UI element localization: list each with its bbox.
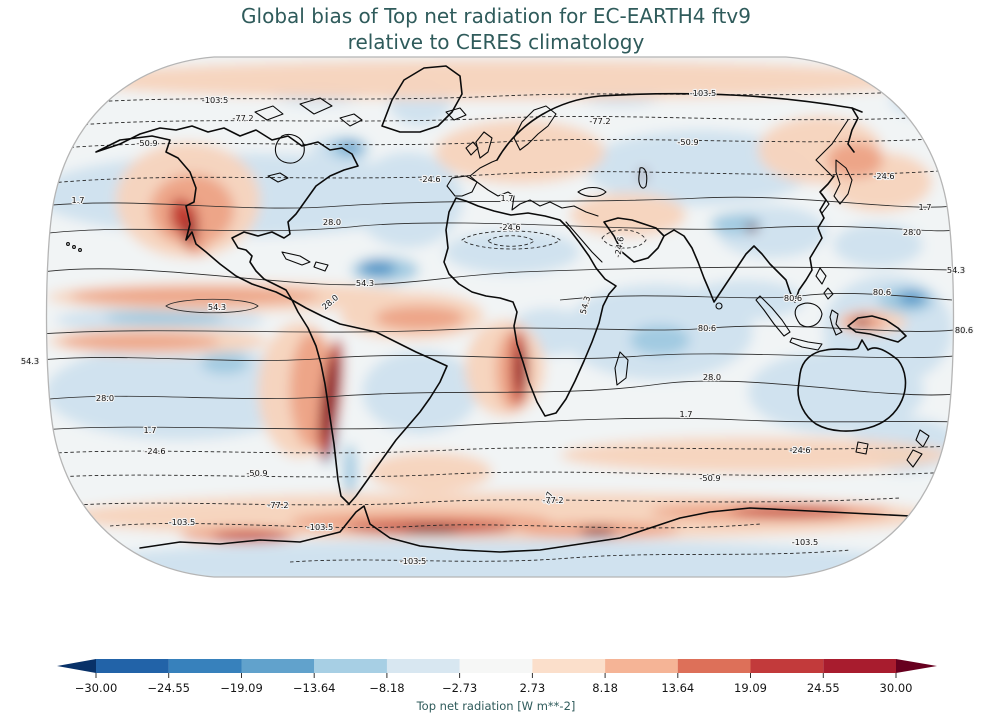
contour-label: 28.0 xyxy=(903,227,921,237)
contour-label: 1.7 xyxy=(679,409,692,419)
contour-label: -50.9 xyxy=(677,137,698,147)
contour-labels: -103.5 -103.5 -77.2 -77.2 -50.9 -50.9 -2… xyxy=(20,87,974,567)
contour-label: -24.6 xyxy=(612,236,626,259)
contour-label: -77.2 xyxy=(542,495,563,505)
contour-label: -103.5 xyxy=(690,88,716,98)
colorbar-segment xyxy=(532,659,606,673)
contour-label: 80.6 xyxy=(873,287,891,297)
colorbar-tick: −19.09 xyxy=(220,681,263,695)
contour-label: 28.0 xyxy=(96,393,114,403)
colorbar-tick: 19.09 xyxy=(734,681,767,695)
contour-label: -77.2 xyxy=(589,116,610,126)
colorbar-extend-left xyxy=(57,659,96,673)
contour-label: 1.7 xyxy=(500,193,513,203)
contour-label: 54.3 xyxy=(947,265,965,275)
contour-label: -50.9 xyxy=(136,138,157,148)
colorbar-label: Top net radiation [W m**-2] xyxy=(416,699,576,713)
colorbar-segment xyxy=(605,659,678,673)
contour-label: -24.6 xyxy=(144,446,165,456)
contour-label: 80.6 xyxy=(698,323,716,333)
contour-label: -103.5 xyxy=(400,556,426,566)
contour-label: 80.6 xyxy=(784,293,802,303)
colorbar-segment xyxy=(386,659,460,673)
contour-label: 28.0 xyxy=(703,372,721,382)
colorbar-tick-labels: −30.00 −24.55 −19.09 −13.64 −8.18 −2.73 … xyxy=(75,681,913,695)
contour-label: 80.6 xyxy=(955,325,973,335)
title-line-2: relative to CERES climatology xyxy=(347,30,645,55)
bias-field xyxy=(46,57,954,577)
colorbar-tick: 13.64 xyxy=(661,681,694,695)
colorbar-tick: −24.55 xyxy=(147,681,190,695)
contour-label: -77.2 xyxy=(232,113,253,123)
colorbar-segment xyxy=(96,659,169,673)
contour-label: 28.0 xyxy=(323,217,341,227)
contour-label: 54.3 xyxy=(356,278,374,288)
contour-label: 1.7 xyxy=(918,202,931,212)
contour-label: -24.6 xyxy=(499,222,520,232)
colorbar-tick: 8.18 xyxy=(592,681,618,695)
contour-label: -103.5 xyxy=(792,537,818,547)
contour-label: -50.9 xyxy=(699,473,720,483)
contour-label: 1.7 xyxy=(143,425,156,435)
colorbar-tick: −8.18 xyxy=(369,681,404,695)
colorbar-tick: −30.00 xyxy=(75,681,118,695)
projection-boundary xyxy=(45,56,955,578)
colorbar-tick: 2.73 xyxy=(520,681,546,695)
contour-label: -50.9 xyxy=(246,468,267,478)
colorbar-tick: 24.55 xyxy=(807,681,840,695)
colorbar-segment xyxy=(314,659,387,673)
contour-label: -24.6 xyxy=(873,171,894,181)
contour-label: 54.3 xyxy=(21,356,39,366)
colorbar-extend-right xyxy=(896,659,937,673)
colorbar-segment xyxy=(459,659,533,673)
contour-label: -77.2 xyxy=(267,500,288,510)
figure-title: Global bias of Top net radiation for EC-… xyxy=(0,3,992,56)
colorbar-segment xyxy=(168,659,242,673)
colorbar-segment xyxy=(677,659,751,673)
colorbar: −30.00 −24.55 −19.09 −13.64 −8.18 −2.73 … xyxy=(57,659,937,713)
contour-label: 1.7 xyxy=(71,195,84,205)
colorbar-tick: −2.73 xyxy=(442,681,477,695)
contour-label: 54.3 xyxy=(208,302,226,312)
colorbar-tick: −13.64 xyxy=(293,681,336,695)
contour-label: -103.5 xyxy=(307,522,333,532)
contour-label: -103.5 xyxy=(202,95,228,105)
contour-label: -24.6 xyxy=(419,174,440,184)
contour-lines xyxy=(46,89,954,563)
title-line-1: Global bias of Top net radiation for EC-… xyxy=(241,4,751,28)
contour-label: -103.5 xyxy=(169,517,195,527)
colorbar-segment xyxy=(750,659,824,673)
contour-label: -24.6 xyxy=(789,445,810,455)
colorbar-tick: 30.00 xyxy=(880,681,913,695)
colorbar-segment xyxy=(241,659,315,673)
coastlines xyxy=(66,65,941,553)
colorbar-segment xyxy=(823,659,896,673)
colorbar-tickmarks xyxy=(95,673,897,678)
